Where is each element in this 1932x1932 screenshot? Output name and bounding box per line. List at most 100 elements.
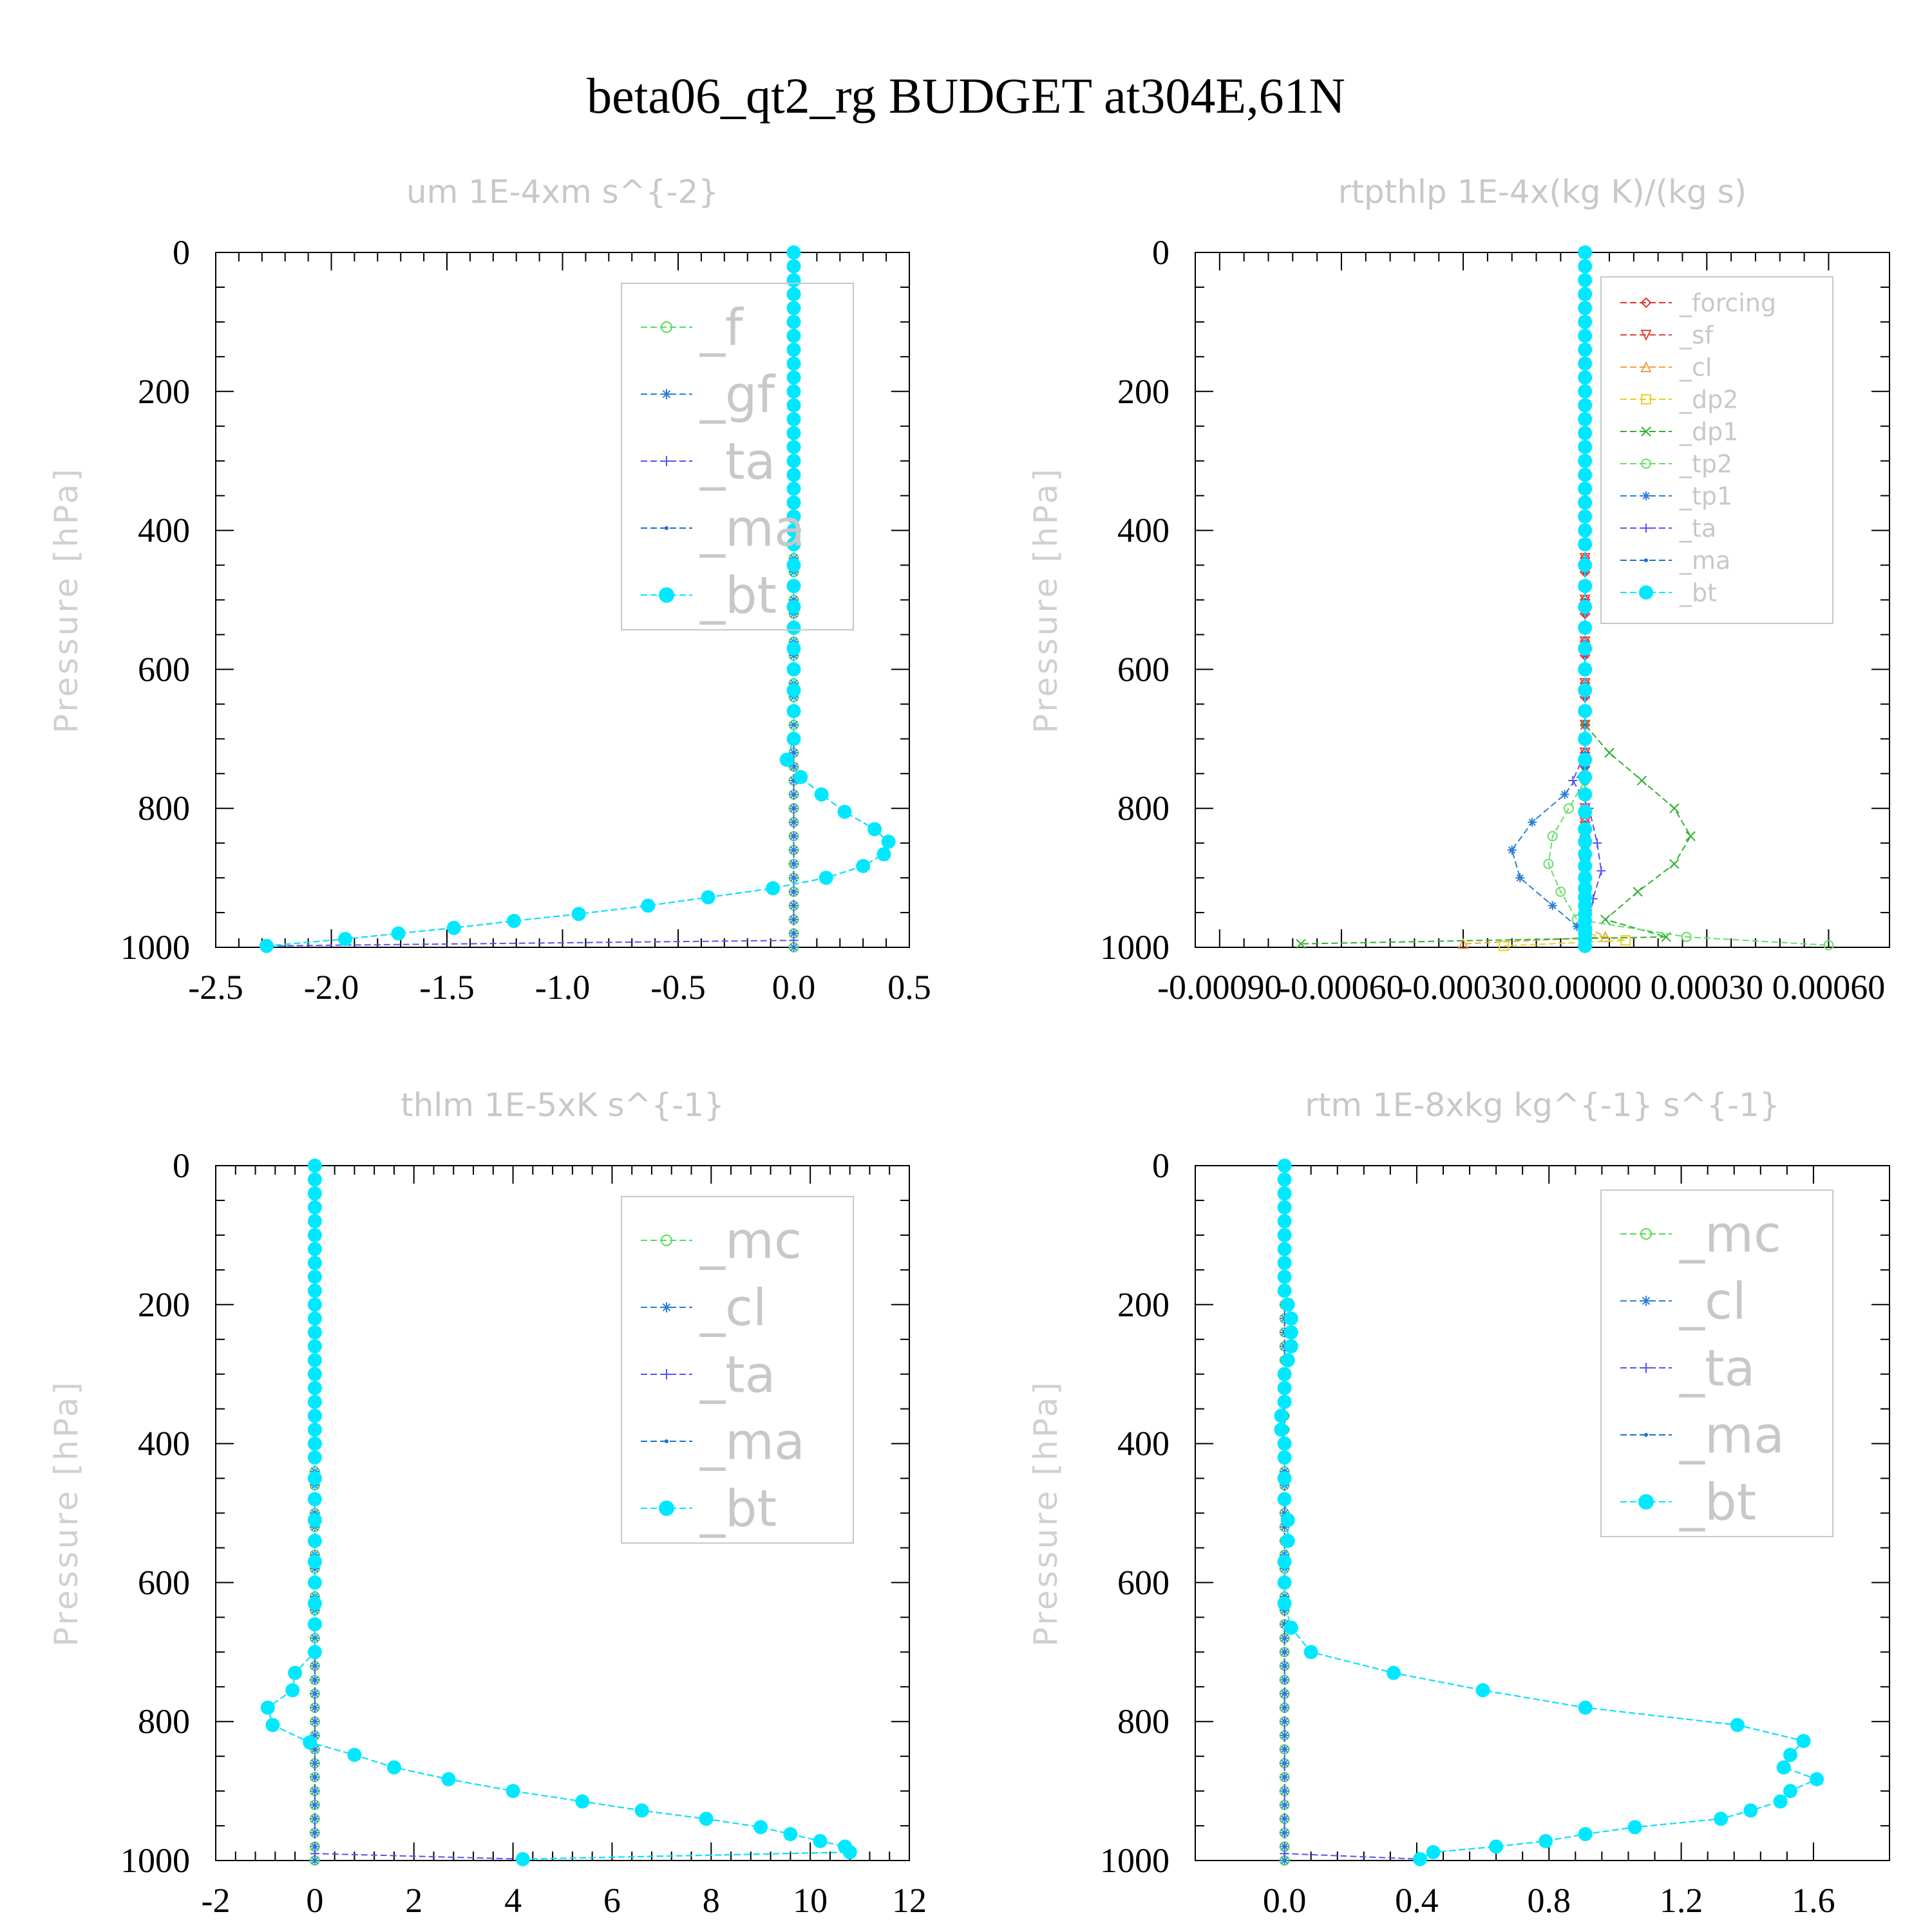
data-point <box>856 858 871 873</box>
data-point <box>1578 858 1593 873</box>
data-point <box>1277 1159 1292 1173</box>
y-tick-label: 800 <box>138 1702 190 1741</box>
data-point <box>307 1214 322 1229</box>
x-tick-label: 12 <box>892 1881 927 1920</box>
data-point <box>307 1596 322 1611</box>
data-point <box>789 943 799 952</box>
data-point <box>786 412 801 426</box>
data-point <box>307 1533 322 1548</box>
data-point <box>1578 495 1593 510</box>
y-tick-label: 600 <box>138 650 190 688</box>
data-point <box>1633 886 1643 897</box>
data-point <box>1578 426 1593 440</box>
x-tick-label: 0.00000 <box>1528 968 1642 1007</box>
data-point <box>1669 803 1680 813</box>
data-point <box>1604 748 1615 758</box>
y-tick-label: 200 <box>1117 1285 1170 1324</box>
data-point <box>786 481 801 496</box>
data-point <box>793 770 808 784</box>
data-point <box>1627 1820 1642 1835</box>
data-point <box>386 1760 401 1775</box>
data-point <box>1547 831 1558 842</box>
data-point <box>786 440 801 455</box>
y-tick-label: 200 <box>1117 372 1170 411</box>
data-point <box>307 1450 322 1465</box>
data-point <box>783 1826 798 1841</box>
data-point <box>310 1758 319 1768</box>
x-tick-label: -0.00090 <box>1157 968 1282 1007</box>
legend-marker <box>1640 297 1652 308</box>
data-point <box>307 1227 322 1242</box>
data-point <box>1280 1633 1289 1643</box>
data-point <box>1277 1471 1292 1486</box>
x-tick-label: -1.5 <box>419 968 474 1007</box>
x-tick-label: 8 <box>703 1881 720 1920</box>
data-point <box>1578 683 1593 697</box>
data-point <box>307 1436 322 1451</box>
legend-entry: _sf <box>1679 321 1714 349</box>
data-point <box>1578 620 1593 635</box>
data-point <box>1578 578 1593 593</box>
y-axis-label: Pressure [hPa] <box>48 466 85 734</box>
data-point <box>1277 1186 1292 1201</box>
legend-marker <box>1642 524 1651 533</box>
data-point <box>1426 1845 1441 1860</box>
x-tick-label: 1.6 <box>1792 1881 1835 1920</box>
data-point <box>786 356 801 371</box>
data-point <box>1280 1786 1289 1796</box>
data-point <box>1274 1408 1289 1423</box>
data-point <box>310 1849 319 1859</box>
data-point <box>1560 790 1569 799</box>
legend: _mc _cl _ta _ma _bt <box>1600 1189 1833 1537</box>
y-tick-label: 0 <box>173 233 190 272</box>
data-point <box>1274 1423 1289 1437</box>
legend-entry: _ma <box>699 1413 805 1471</box>
series-line <box>1548 252 1829 946</box>
legend-marker <box>1641 1296 1651 1306</box>
plot-frame <box>1195 252 1890 948</box>
data-point <box>1413 1852 1428 1866</box>
data-point <box>303 1735 317 1750</box>
data-point <box>789 845 799 855</box>
legend: _f _gf _ta _ma _bt <box>621 283 854 630</box>
data-point <box>1578 245 1593 260</box>
data-point <box>307 1471 322 1486</box>
data-point <box>446 920 461 935</box>
data-point <box>789 748 799 757</box>
data-point <box>699 1812 714 1826</box>
data-point <box>1714 1812 1728 1826</box>
data-point <box>391 926 406 941</box>
data-point <box>789 720 799 730</box>
x-tick-label: -0.5 <box>650 968 705 1007</box>
data-point <box>779 752 794 767</box>
data-point <box>507 913 522 928</box>
data-point <box>789 817 799 827</box>
data-point <box>288 1665 303 1680</box>
x-tick-label: 10 <box>793 1881 828 1920</box>
data-point <box>1277 1256 1292 1271</box>
data-point <box>1578 804 1593 819</box>
legend-entry: _ta <box>699 433 775 491</box>
series-line <box>1504 252 1626 947</box>
data-point <box>575 1794 590 1809</box>
y-axis-label: Pressure [hPa] <box>48 1379 85 1647</box>
x-tick-label: 0.0 <box>772 968 816 1007</box>
plot-frame <box>215 252 910 948</box>
data-point <box>786 683 801 697</box>
data-point <box>307 1423 322 1437</box>
x-tick-label: 0.4 <box>1395 1881 1439 1920</box>
data-point <box>1578 481 1593 496</box>
x-tick-label: -1.0 <box>535 968 590 1007</box>
y-tick-label: 0 <box>1152 233 1170 272</box>
legend-entry: _dp2 <box>1679 385 1738 413</box>
legend-marker <box>1640 1228 1652 1240</box>
data-point <box>634 1803 649 1818</box>
data-point <box>285 1683 300 1698</box>
panel-3: rtm 1E-8xkg kg^{-1} s^{-1} Pressure [hPa]… <box>1027 1086 1890 1920</box>
data-point <box>786 398 801 413</box>
data-point <box>1681 931 1692 942</box>
x-tick-label: 0 <box>306 1881 323 1920</box>
data-point <box>1277 1436 1292 1451</box>
data-point <box>1578 273 1593 288</box>
data-point <box>1277 1200 1292 1215</box>
